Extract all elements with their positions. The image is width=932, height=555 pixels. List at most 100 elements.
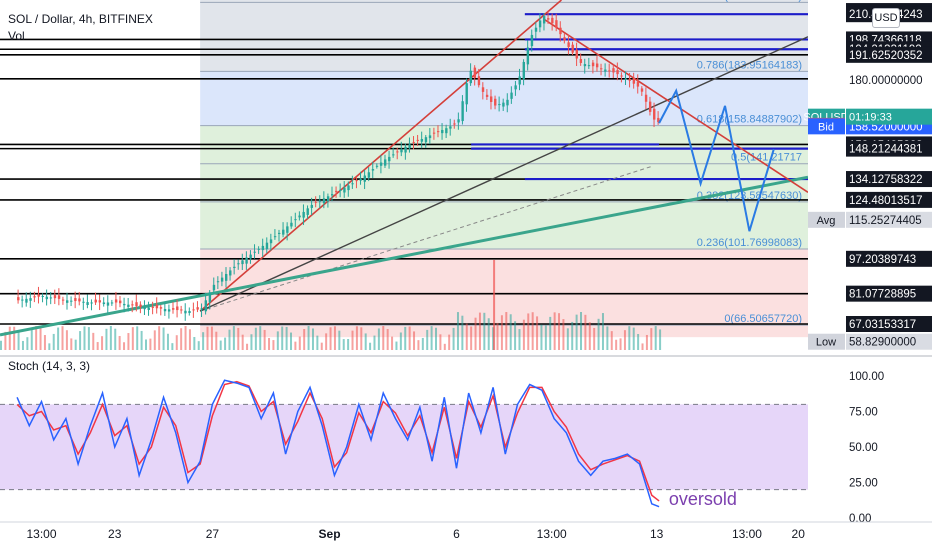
candle-body [563, 37, 566, 41]
candle-body [375, 165, 379, 167]
candle-body [294, 219, 297, 221]
volume-bar [377, 328, 380, 350]
volume-bar [83, 326, 86, 350]
stoch-series-line [16, 379, 660, 508]
candle-body [591, 62, 595, 67]
volume-bar [123, 342, 126, 350]
volume-bar [465, 323, 468, 350]
volume-bar [496, 322, 499, 350]
candle-body [216, 281, 220, 283]
volume-bar [57, 327, 60, 350]
candle-body [481, 87, 485, 92]
volume-bar [105, 328, 108, 350]
price-tag-label: Low [816, 337, 836, 349]
volume-bar [522, 319, 525, 350]
oversold-annotation: oversold [669, 489, 737, 509]
volume-bar [601, 313, 604, 350]
candle-body [86, 302, 89, 305]
volume-bar [131, 327, 134, 350]
candle-body [449, 126, 452, 129]
volume-bar [206, 326, 209, 350]
volume-bar [623, 330, 626, 350]
candle-body [106, 302, 110, 306]
volume-bar [193, 337, 196, 350]
fib-level-label: 0.5(141.21717 [731, 152, 802, 164]
volume-bar [645, 334, 648, 350]
volume-bar [369, 342, 372, 350]
candle-body [82, 301, 85, 303]
time-tick-label: 23 [108, 527, 122, 541]
candle-body [359, 178, 362, 181]
candle-body [302, 211, 305, 218]
candle-body [534, 27, 538, 32]
volume-bar [13, 326, 16, 350]
fib-level-label: 0.236(101.76998083) [697, 237, 802, 249]
currency-button[interactable]: USD [872, 8, 900, 28]
volume-bar [197, 341, 200, 350]
price-tick-bg [846, 140, 932, 157]
volume-bar [619, 338, 622, 350]
volume-bar [487, 318, 490, 350]
candle-body [408, 144, 411, 149]
candle-body [53, 295, 57, 299]
price-tick-label: 81.07728895 [849, 289, 916, 301]
volume-bar [558, 313, 561, 350]
volume-bar [456, 312, 459, 350]
price-tick-bg [846, 285, 932, 302]
candle-body [306, 208, 309, 215]
volume-bar [360, 327, 363, 350]
volume-bar [659, 329, 662, 350]
volume-bar [404, 326, 407, 350]
fib-level-label: 1(215.92777902) [718, 0, 802, 2]
candle-body [90, 302, 93, 304]
candle-body [400, 149, 403, 153]
volume-bar [145, 339, 148, 350]
volume-bar [127, 333, 130, 350]
candle-body [159, 307, 163, 309]
candle-body [632, 77, 636, 84]
candle-body [176, 306, 179, 311]
volume-bar [386, 329, 389, 350]
time-tick-label: 13:00 [732, 527, 762, 541]
candle-body [514, 85, 517, 90]
candle-body [282, 229, 285, 235]
candle-body [392, 154, 395, 156]
volume-bar [333, 326, 336, 350]
price-tick-bg [846, 46, 932, 63]
candle-body [498, 104, 501, 106]
volume-bar [575, 314, 578, 350]
volume-bar [408, 326, 411, 350]
candle-body [310, 204, 314, 208]
candle-body [269, 239, 273, 244]
candle-body [657, 117, 660, 122]
volume-bar [597, 318, 600, 350]
candle-body [587, 65, 591, 67]
candle-body [171, 308, 175, 310]
volume-bar [65, 330, 68, 350]
price-tick-label: 148.21244381 [849, 144, 923, 156]
candle-body [416, 139, 419, 141]
candle-body [143, 307, 146, 310]
candle-body [420, 138, 424, 142]
volume-bar [48, 343, 51, 350]
volume-bar [325, 333, 328, 350]
candle-body [555, 20, 558, 28]
volume-bar [461, 315, 464, 350]
candle-body [167, 309, 171, 312]
volume-bar [52, 333, 55, 350]
candle-body [510, 92, 513, 99]
candle-body [37, 294, 40, 297]
fib-level-label: 0.786(183.95164183) [697, 59, 802, 71]
price-tick-label: 97.20389743 [849, 254, 916, 266]
stoch-band [0, 404, 808, 490]
fib-level-label: 0(66.50657720) [724, 313, 802, 325]
fib-zone-top-band [200, 0, 808, 72]
volume-bar [549, 316, 552, 350]
candle-body [314, 201, 318, 203]
volume-bar [650, 328, 653, 350]
candle-body [17, 297, 20, 301]
candle-body [41, 295, 44, 297]
candle-body [131, 304, 134, 306]
